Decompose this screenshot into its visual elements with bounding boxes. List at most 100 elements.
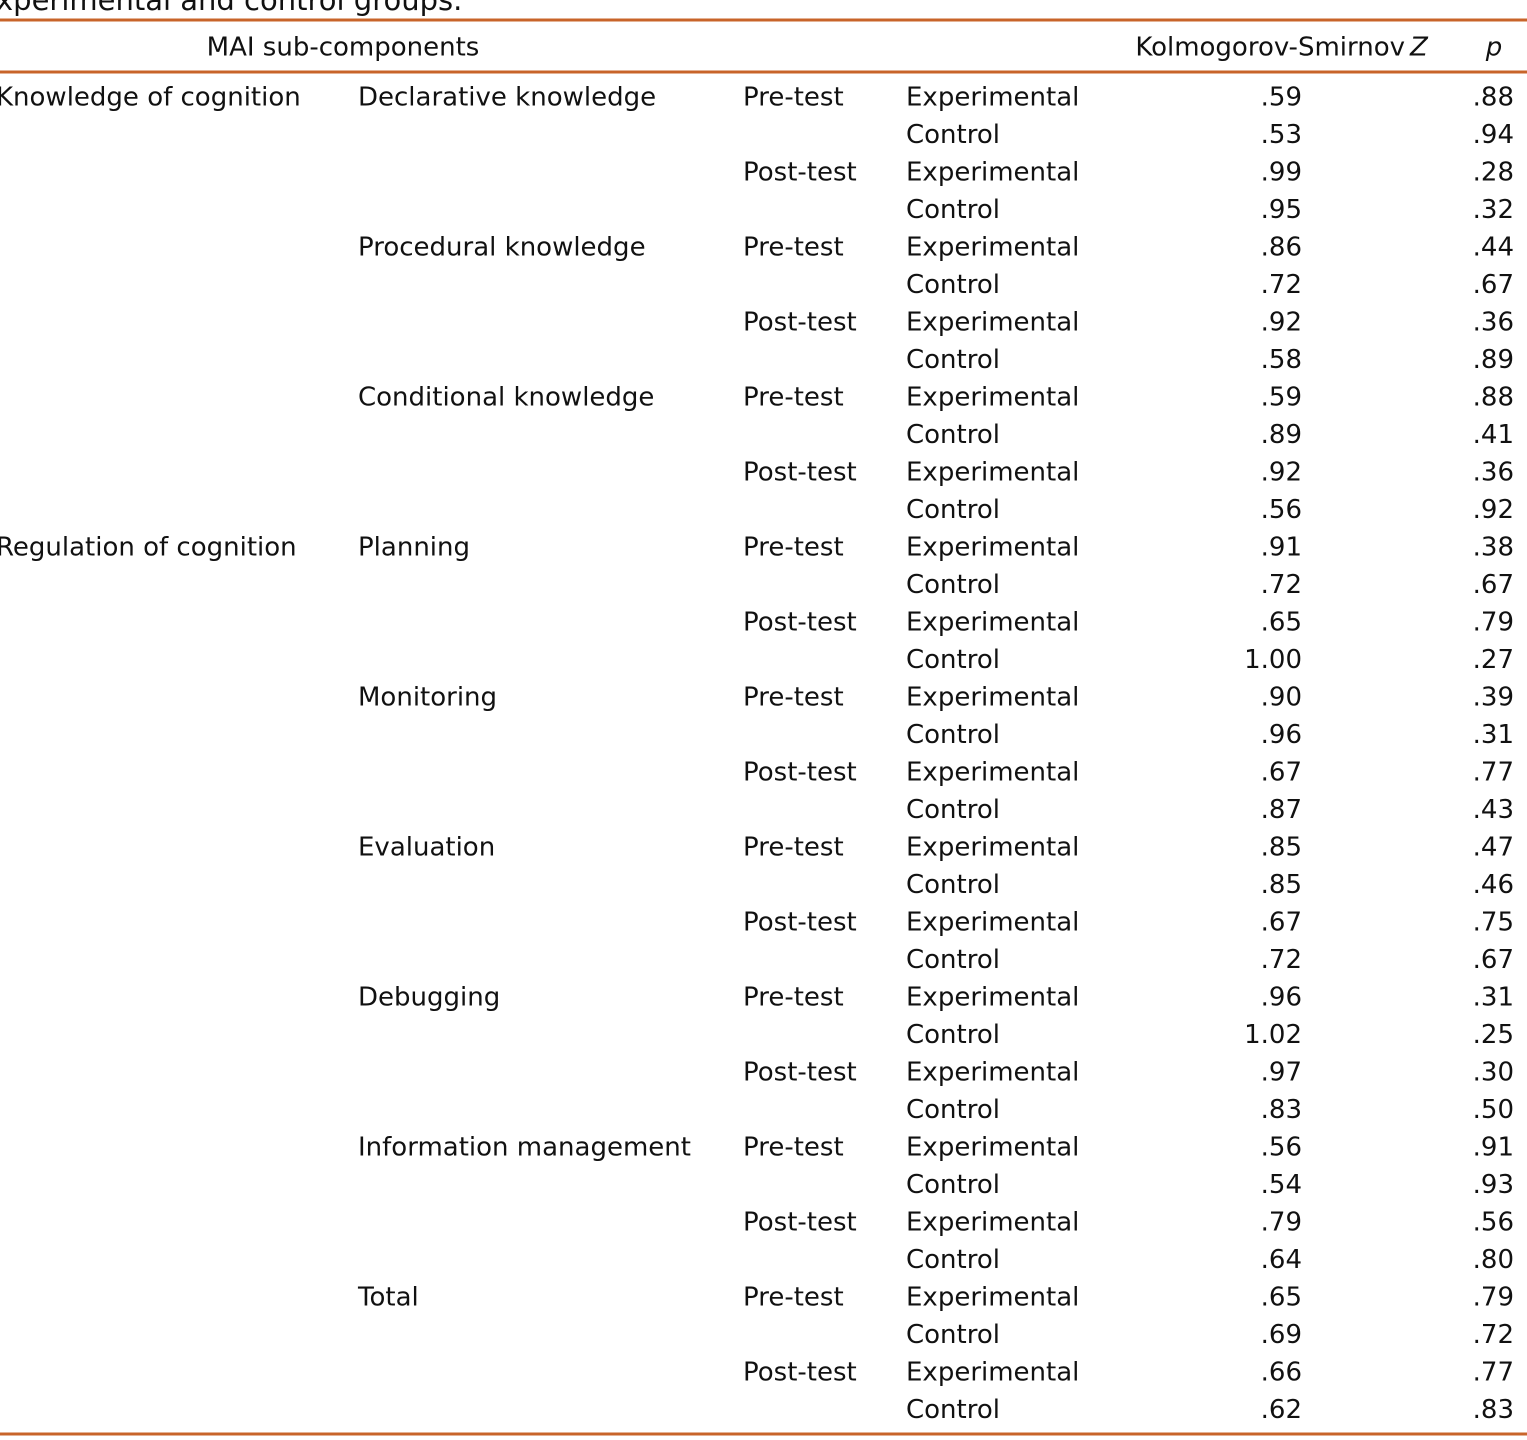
p-cell: .80 bbox=[1473, 1245, 1514, 1275]
p-cell: .89 bbox=[1473, 345, 1514, 375]
p-cell: .31 bbox=[1473, 720, 1514, 750]
z-cell: .65 bbox=[1261, 608, 1302, 638]
p-cell: .30 bbox=[1473, 1058, 1514, 1088]
z-cell: .59 bbox=[1261, 383, 1302, 413]
z-cell: .64 bbox=[1261, 1245, 1302, 1275]
group-cell: Experimental bbox=[906, 908, 1079, 938]
z-cell: .72 bbox=[1261, 270, 1302, 300]
p-cell: .67 bbox=[1473, 570, 1514, 600]
p-cell: .67 bbox=[1473, 270, 1514, 300]
group-cell: Control bbox=[906, 1170, 1000, 1200]
group-cell: Experimental bbox=[906, 233, 1079, 263]
p-cell: .36 bbox=[1473, 308, 1514, 338]
p-cell: .75 bbox=[1473, 908, 1514, 938]
component-label: Declarative knowledge bbox=[358, 83, 656, 113]
p-cell: .91 bbox=[1473, 1133, 1514, 1163]
test-label: Post-test bbox=[743, 758, 857, 788]
group-cell: Control bbox=[906, 870, 1000, 900]
z-cell: .69 bbox=[1261, 1320, 1302, 1350]
group-label: Knowledge of cognition bbox=[0, 83, 301, 113]
group-cell: Experimental bbox=[906, 983, 1079, 1013]
p-cell: .79 bbox=[1473, 608, 1514, 638]
test-label: Pre-test bbox=[743, 983, 844, 1013]
p-cell: .36 bbox=[1473, 458, 1514, 488]
z-cell: .79 bbox=[1261, 1208, 1302, 1238]
z-cell: .92 bbox=[1261, 458, 1302, 488]
p-cell: .92 bbox=[1473, 495, 1514, 525]
group-cell: Control bbox=[906, 570, 1000, 600]
p-cell: .93 bbox=[1473, 1170, 1514, 1200]
group-cell: Experimental bbox=[906, 683, 1079, 713]
test-label: Post-test bbox=[743, 308, 857, 338]
group-cell: Experimental bbox=[906, 1208, 1079, 1238]
z-cell: .72 bbox=[1261, 570, 1302, 600]
p-cell: .67 bbox=[1473, 945, 1514, 975]
p-cell: .72 bbox=[1473, 1320, 1514, 1350]
group-cell: Control bbox=[906, 1020, 1000, 1050]
p-cell: .28 bbox=[1473, 158, 1514, 188]
component-label: Debugging bbox=[358, 983, 500, 1013]
header-components: MAI sub-components bbox=[207, 33, 480, 63]
caption: xperimental and control groups. bbox=[0, 0, 462, 17]
test-label: Pre-test bbox=[743, 533, 844, 563]
component-label: Evaluation bbox=[358, 833, 495, 863]
p-cell: .43 bbox=[1473, 795, 1514, 825]
p-cell: .50 bbox=[1473, 1095, 1514, 1125]
group-cell: Control bbox=[906, 1320, 1000, 1350]
z-cell: .62 bbox=[1261, 1395, 1302, 1425]
group-cell: Experimental bbox=[906, 458, 1079, 488]
z-cell: .53 bbox=[1261, 120, 1302, 150]
p-cell: .83 bbox=[1473, 1395, 1514, 1425]
component-label: Procedural knowledge bbox=[358, 233, 646, 263]
z-cell: .67 bbox=[1261, 758, 1302, 788]
z-cell: .85 bbox=[1261, 833, 1302, 863]
component-label: Planning bbox=[358, 533, 470, 563]
z-cell: .56 bbox=[1261, 1133, 1302, 1163]
test-label: Post-test bbox=[743, 458, 857, 488]
group-cell: Experimental bbox=[906, 1058, 1079, 1088]
group-cell: Control bbox=[906, 645, 1000, 675]
z-cell: .83 bbox=[1261, 1095, 1302, 1125]
group-cell: Control bbox=[906, 1395, 1000, 1425]
z-cell: .66 bbox=[1261, 1358, 1302, 1388]
component-label: Information management bbox=[358, 1133, 691, 1163]
p-cell: .56 bbox=[1473, 1208, 1514, 1238]
z-cell: .95 bbox=[1261, 195, 1302, 225]
z-cell: .97 bbox=[1261, 1058, 1302, 1088]
group-cell: Control bbox=[906, 1245, 1000, 1275]
p-cell: .77 bbox=[1473, 758, 1514, 788]
group-cell: Control bbox=[906, 195, 1000, 225]
group-cell: Experimental bbox=[906, 83, 1079, 113]
group-cell: Control bbox=[906, 345, 1000, 375]
z-cell: .96 bbox=[1261, 983, 1302, 1013]
p-cell: .79 bbox=[1473, 1283, 1514, 1313]
z-cell: .67 bbox=[1261, 908, 1302, 938]
test-label: Pre-test bbox=[743, 1133, 844, 1163]
group-cell: Experimental bbox=[906, 533, 1079, 563]
z-cell: .89 bbox=[1261, 420, 1302, 450]
group-cell: Control bbox=[906, 270, 1000, 300]
group-cell: Control bbox=[906, 420, 1000, 450]
z-cell: 1.02 bbox=[1244, 1020, 1302, 1050]
p-cell: .88 bbox=[1473, 83, 1514, 113]
z-cell: .91 bbox=[1261, 533, 1302, 563]
z-cell: .72 bbox=[1261, 945, 1302, 975]
group-cell: Control bbox=[906, 795, 1000, 825]
z-cell: .56 bbox=[1261, 495, 1302, 525]
header-z-stat: Kolmogorov-Smirnov bbox=[1135, 33, 1405, 63]
group-cell: Experimental bbox=[906, 1133, 1079, 1163]
p-cell: .88 bbox=[1473, 383, 1514, 413]
z-cell: .99 bbox=[1261, 158, 1302, 188]
group-cell: Control bbox=[906, 945, 1000, 975]
group-cell: Control bbox=[906, 1095, 1000, 1125]
z-cell: .87 bbox=[1261, 795, 1302, 825]
test-label: Post-test bbox=[743, 1358, 857, 1388]
test-label: Pre-test bbox=[743, 683, 844, 713]
z-cell: .59 bbox=[1261, 83, 1302, 113]
z-cell: .58 bbox=[1261, 345, 1302, 375]
p-cell: .38 bbox=[1473, 533, 1514, 563]
p-cell: .44 bbox=[1473, 233, 1514, 263]
test-label: Pre-test bbox=[743, 383, 844, 413]
p-cell: .94 bbox=[1473, 120, 1514, 150]
